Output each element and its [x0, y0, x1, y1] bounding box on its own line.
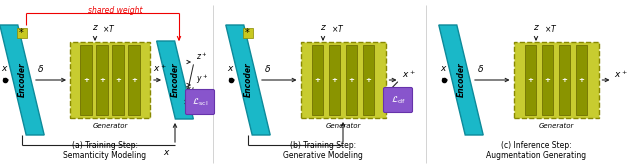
- Text: $x$: $x$: [1, 64, 9, 73]
- Text: Encoder: Encoder: [243, 63, 253, 97]
- Text: Generator: Generator: [325, 123, 361, 129]
- Text: Encoder: Encoder: [17, 63, 26, 97]
- Text: $y$: $y$: [202, 91, 209, 101]
- Text: $z$: $z$: [194, 92, 200, 100]
- Text: (b) Training Step:
Generative Modeling: (b) Training Step: Generative Modeling: [283, 141, 363, 160]
- Text: $x^+$: $x^+$: [614, 68, 628, 80]
- Text: +: +: [527, 77, 533, 83]
- Bar: [346, 45, 358, 115]
- Text: +: +: [579, 77, 584, 83]
- Text: (a) Training Step:
Semanticity Modeling: (a) Training Step: Semanticity Modeling: [63, 141, 147, 160]
- FancyBboxPatch shape: [243, 28, 253, 38]
- Bar: [97, 45, 108, 115]
- Text: +: +: [99, 77, 105, 83]
- Text: +: +: [349, 77, 355, 83]
- Text: $x$: $x$: [227, 64, 235, 73]
- Text: (c) Inference Step:
Augmentation Generating: (c) Inference Step: Augmentation Generat…: [486, 141, 586, 160]
- Bar: [301, 42, 385, 118]
- FancyBboxPatch shape: [186, 90, 214, 115]
- Polygon shape: [439, 25, 483, 135]
- Text: $\mathcal{L}_{\rm scl}$: $\mathcal{L}_{\rm scl}$: [192, 96, 208, 108]
- Bar: [312, 45, 323, 115]
- Polygon shape: [0, 25, 44, 135]
- Polygon shape: [157, 41, 193, 119]
- Bar: [559, 45, 570, 115]
- Text: Encoder: Encoder: [456, 63, 465, 97]
- Text: +: +: [365, 77, 371, 83]
- Text: shared weight: shared weight: [88, 6, 142, 15]
- FancyBboxPatch shape: [17, 28, 27, 38]
- Text: $\delta$: $\delta$: [264, 63, 271, 74]
- Text: $x$: $x$: [440, 64, 448, 73]
- Bar: [129, 45, 140, 115]
- Text: $\delta$: $\delta$: [38, 63, 45, 74]
- Bar: [362, 45, 374, 115]
- Text: $\times T$: $\times T$: [102, 23, 116, 33]
- Text: +: +: [545, 77, 550, 83]
- Bar: [113, 45, 124, 115]
- Text: +: +: [131, 77, 137, 83]
- Bar: [541, 45, 554, 115]
- Text: $z$: $z$: [319, 24, 326, 32]
- Text: +: +: [115, 77, 121, 83]
- Text: $\times T$: $\times T$: [544, 23, 558, 33]
- Text: $x^+$: $x^+$: [401, 68, 415, 80]
- Text: Generator: Generator: [538, 123, 573, 129]
- Text: $\delta$: $\delta$: [477, 63, 484, 74]
- Text: $z$: $z$: [532, 24, 540, 32]
- FancyBboxPatch shape: [383, 88, 413, 113]
- Text: +: +: [332, 77, 337, 83]
- Text: *: *: [19, 28, 24, 38]
- Text: +: +: [83, 77, 89, 83]
- Polygon shape: [226, 25, 270, 135]
- Bar: [328, 45, 340, 115]
- Text: $x$: $x$: [163, 148, 171, 157]
- Text: $\times T$: $\times T$: [332, 23, 345, 33]
- Bar: [70, 42, 150, 118]
- Text: $z$: $z$: [92, 24, 99, 32]
- Bar: [81, 45, 92, 115]
- Text: $z^+$: $z^+$: [196, 50, 207, 62]
- Text: $y^+$: $y^+$: [196, 72, 208, 86]
- Text: Encoder: Encoder: [170, 63, 179, 97]
- Text: +: +: [315, 77, 321, 83]
- Text: +: +: [561, 77, 568, 83]
- Bar: [525, 45, 536, 115]
- Bar: [513, 42, 598, 118]
- Text: $x^+$: $x^+$: [153, 62, 167, 74]
- Text: *: *: [245, 28, 250, 38]
- Bar: [575, 45, 588, 115]
- Text: Generator: Generator: [92, 123, 128, 129]
- Text: $\mathcal{L}_{\rm df}$: $\mathcal{L}_{\rm df}$: [390, 94, 405, 106]
